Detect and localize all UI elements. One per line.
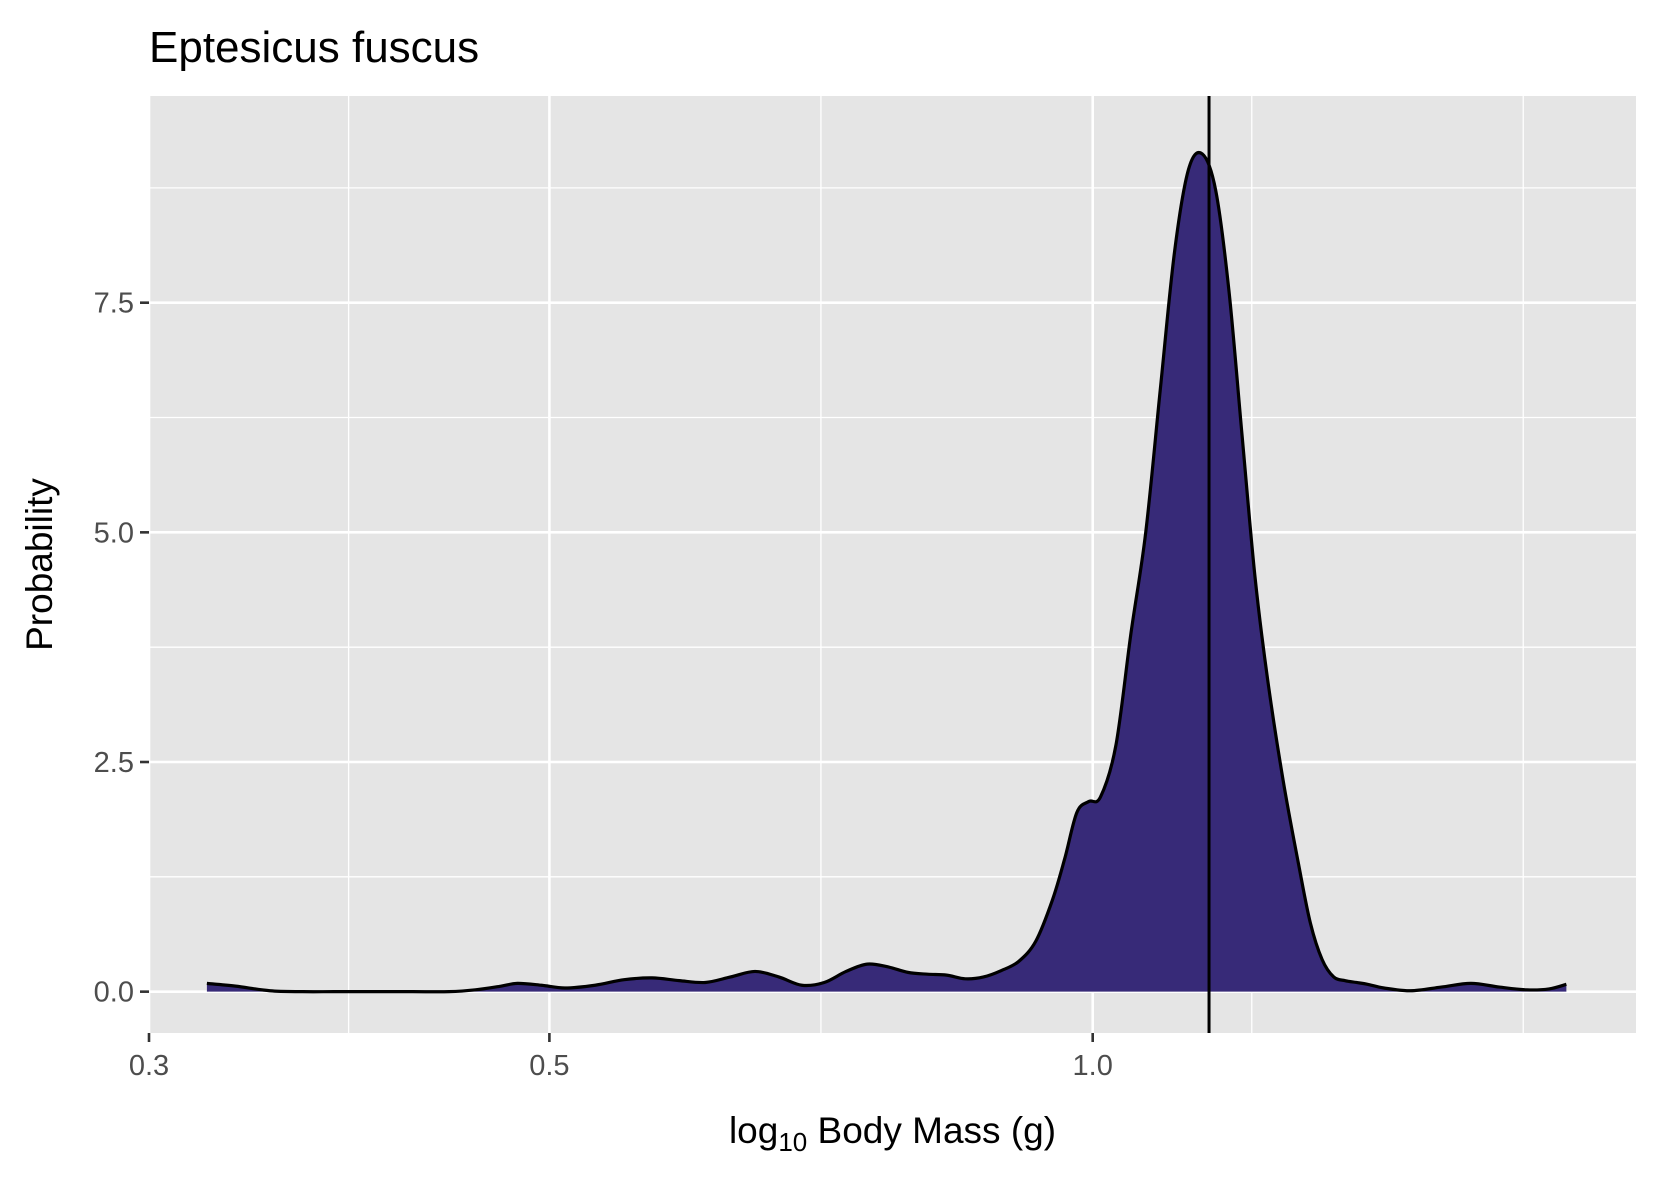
x-axis-title-subscript: 10 (778, 1127, 807, 1157)
y-axis-title: Probability (19, 478, 60, 651)
density-outline (206, 150, 1567, 994)
y-tick-label: 5.0 (94, 517, 134, 549)
x-tick-label: 0.3 (129, 1050, 169, 1082)
x-axis-title: log10 Body Mass (g) (729, 1110, 1056, 1157)
y-tick-label: 2.5 (94, 747, 134, 779)
plot-panel (149, 96, 1636, 1033)
x-tick-label: 0.5 (529, 1050, 569, 1082)
x-axis-title-prefix: log (729, 1110, 778, 1151)
axes: 0.0 2.5 5.0 7.5 0.3 0.5 1.0 (94, 288, 1113, 1082)
y-tick-label: 7.5 (94, 288, 134, 320)
x-tick-label: 1.0 (1073, 1050, 1113, 1082)
chart-title: Eptesicus fuscus (149, 23, 479, 72)
density-area (206, 152, 1567, 992)
x-axis-title-suffix: Body Mass (g) (807, 1110, 1056, 1151)
y-tick-label: 0.0 (94, 977, 134, 1009)
